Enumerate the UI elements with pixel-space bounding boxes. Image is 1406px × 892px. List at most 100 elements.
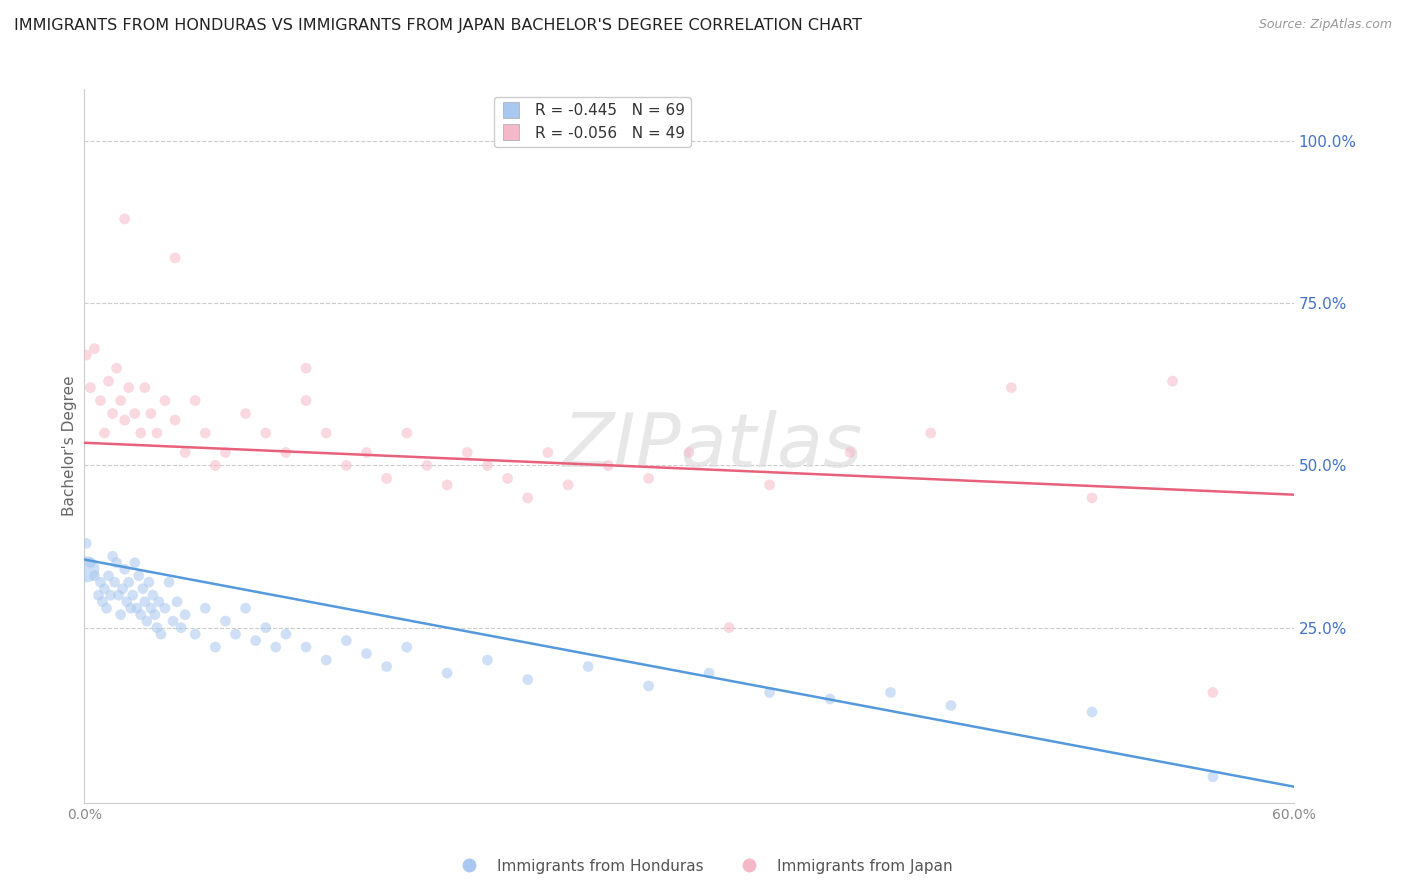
Point	[204, 640, 226, 654]
Point	[93, 582, 115, 596]
Point	[97, 568, 120, 582]
Point	[245, 633, 267, 648]
Point	[416, 458, 439, 473]
Point	[75, 348, 97, 362]
Point	[87, 588, 110, 602]
Point	[129, 425, 152, 440]
Point	[1081, 491, 1104, 505]
Point	[146, 425, 169, 440]
Point	[110, 607, 132, 622]
Point	[101, 549, 124, 564]
Point	[101, 407, 124, 421]
Point	[115, 595, 138, 609]
Point	[436, 666, 458, 681]
Point	[395, 640, 418, 654]
Point	[142, 588, 165, 602]
Point	[235, 407, 257, 421]
Point	[637, 679, 659, 693]
Point	[1161, 374, 1184, 388]
Y-axis label: Bachelor's Degree: Bachelor's Degree	[62, 376, 77, 516]
Point	[105, 556, 128, 570]
Point	[436, 478, 458, 492]
Point	[1202, 770, 1225, 784]
Point	[235, 601, 257, 615]
Point	[153, 393, 176, 408]
Point	[89, 393, 111, 408]
Point	[295, 393, 318, 408]
Point	[1000, 381, 1022, 395]
Point	[879, 685, 901, 699]
Point	[516, 673, 538, 687]
Point	[456, 445, 478, 459]
Point	[254, 425, 277, 440]
Point	[194, 425, 217, 440]
Point	[477, 458, 499, 473]
Point	[124, 407, 146, 421]
Point	[295, 640, 318, 654]
Text: IMMIGRANTS FROM HONDURAS VS IMMIGRANTS FROM JAPAN BACHELOR'S DEGREE CORRELATION : IMMIGRANTS FROM HONDURAS VS IMMIGRANTS F…	[14, 18, 862, 33]
Point	[121, 588, 143, 602]
Point	[516, 491, 538, 505]
Point	[557, 478, 579, 492]
Point	[75, 562, 97, 576]
Point	[274, 445, 297, 459]
Point	[124, 556, 146, 570]
Point	[118, 381, 141, 395]
Point	[184, 627, 207, 641]
Point	[496, 471, 519, 485]
Point	[174, 445, 197, 459]
Point	[135, 614, 157, 628]
Point	[79, 381, 101, 395]
Point	[139, 601, 162, 615]
Point	[100, 588, 122, 602]
Point	[375, 471, 398, 485]
Point	[818, 692, 841, 706]
Point	[758, 685, 780, 699]
Point	[170, 621, 193, 635]
Point	[134, 595, 156, 609]
Point	[157, 575, 180, 590]
Point	[146, 621, 169, 635]
Point	[79, 556, 101, 570]
Point	[356, 445, 378, 459]
Point	[335, 633, 357, 648]
Point	[83, 342, 105, 356]
Point	[315, 653, 337, 667]
Point	[718, 621, 741, 635]
Point	[165, 251, 187, 265]
Point	[120, 601, 142, 615]
Point	[920, 425, 942, 440]
Point	[149, 627, 172, 641]
Point	[107, 588, 129, 602]
Legend: R = -0.445   N = 69, R = -0.056   N = 49: R = -0.445 N = 69, R = -0.056 N = 49	[494, 97, 690, 146]
Text: ZIPatlas: ZIPatlas	[562, 410, 863, 482]
Point	[315, 425, 337, 440]
Point	[91, 595, 114, 609]
Point	[375, 659, 398, 673]
Point	[114, 413, 136, 427]
Point	[143, 607, 166, 622]
Point	[254, 621, 277, 635]
Point	[1202, 685, 1225, 699]
Point	[1081, 705, 1104, 719]
Point	[395, 425, 418, 440]
Point	[104, 575, 127, 590]
Point	[225, 627, 247, 641]
Point	[114, 562, 136, 576]
Point	[166, 595, 188, 609]
Point	[214, 614, 236, 628]
Point	[162, 614, 184, 628]
Point	[335, 458, 357, 473]
Point	[477, 653, 499, 667]
Point	[356, 647, 378, 661]
Point	[129, 607, 152, 622]
Point	[128, 568, 150, 582]
Point	[637, 471, 659, 485]
Point	[598, 458, 620, 473]
Point	[89, 575, 111, 590]
Point	[139, 407, 162, 421]
Point	[758, 478, 780, 492]
Point	[204, 458, 226, 473]
Legend: Immigrants from Honduras, Immigrants from Japan: Immigrants from Honduras, Immigrants fro…	[447, 853, 959, 880]
Point	[132, 582, 155, 596]
